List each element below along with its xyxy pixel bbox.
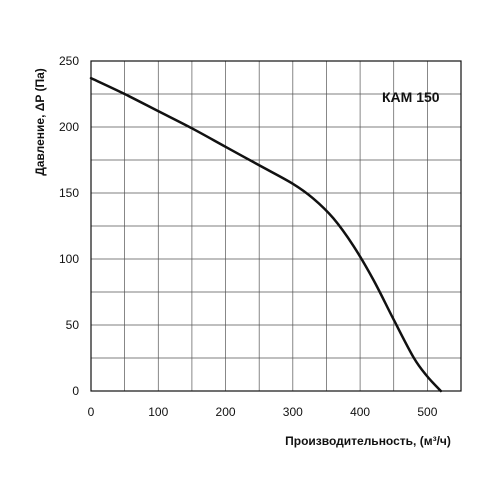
x-tick-label: 300	[283, 405, 303, 419]
y-tick-label: 100	[59, 252, 79, 266]
y-tick-label: 150	[59, 186, 79, 200]
grid	[91, 61, 461, 391]
x-axis-title: Производительность, (м³/ч)	[285, 434, 451, 448]
x-tick-label: 400	[350, 405, 370, 419]
x-tick-label: 0	[88, 405, 95, 419]
y-axis-title: Давление, ΔP (Па)	[33, 68, 47, 176]
performance-curve	[89, 76, 443, 393]
y-tick-label: 250	[59, 54, 79, 68]
x-tick-label: 200	[216, 405, 236, 419]
model-label: КАМ 150	[382, 89, 440, 105]
x-tick-label: 500	[417, 405, 437, 419]
y-tick-label: 0	[72, 384, 79, 398]
x-tick-labels: 0 100 200 300 400 500	[88, 405, 438, 419]
x-tick-label: 100	[148, 405, 168, 419]
plot-frame	[90, 60, 462, 392]
y-tick-labels: 0 50 100 150 200 250	[59, 54, 79, 398]
y-tick-label: 200	[59, 120, 79, 134]
y-tick-label: 50	[66, 318, 80, 332]
